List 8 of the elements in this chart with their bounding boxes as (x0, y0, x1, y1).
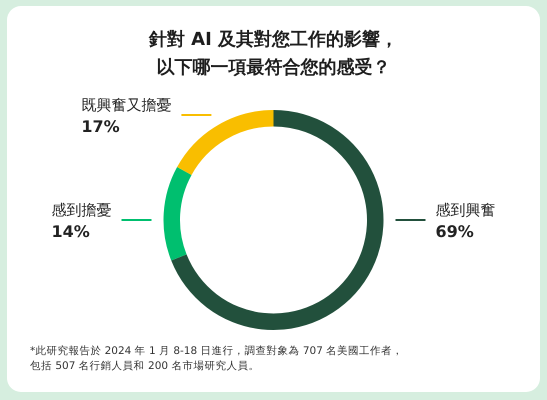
slice-label: 感到擔憂 (52, 200, 112, 219)
chart-title: 針對 AI 及其對您工作的影響，以下哪一項最符合您的感受？ (148, 28, 400, 80)
data-label: 14% (52, 222, 90, 242)
slice-label: 既興奮又擔憂 (81, 96, 172, 114)
slice-label: 感到興奮 (436, 200, 496, 219)
data-label: 69% (436, 222, 474, 242)
text: *此研究報告於 2024 年 1 月 8-18 日進行，調查對象為 707 名美國工作者，包括 507 名行銷人員和 200 名市場研究人員。 (30, 344, 404, 374)
data-label: 17% (81, 117, 120, 136)
